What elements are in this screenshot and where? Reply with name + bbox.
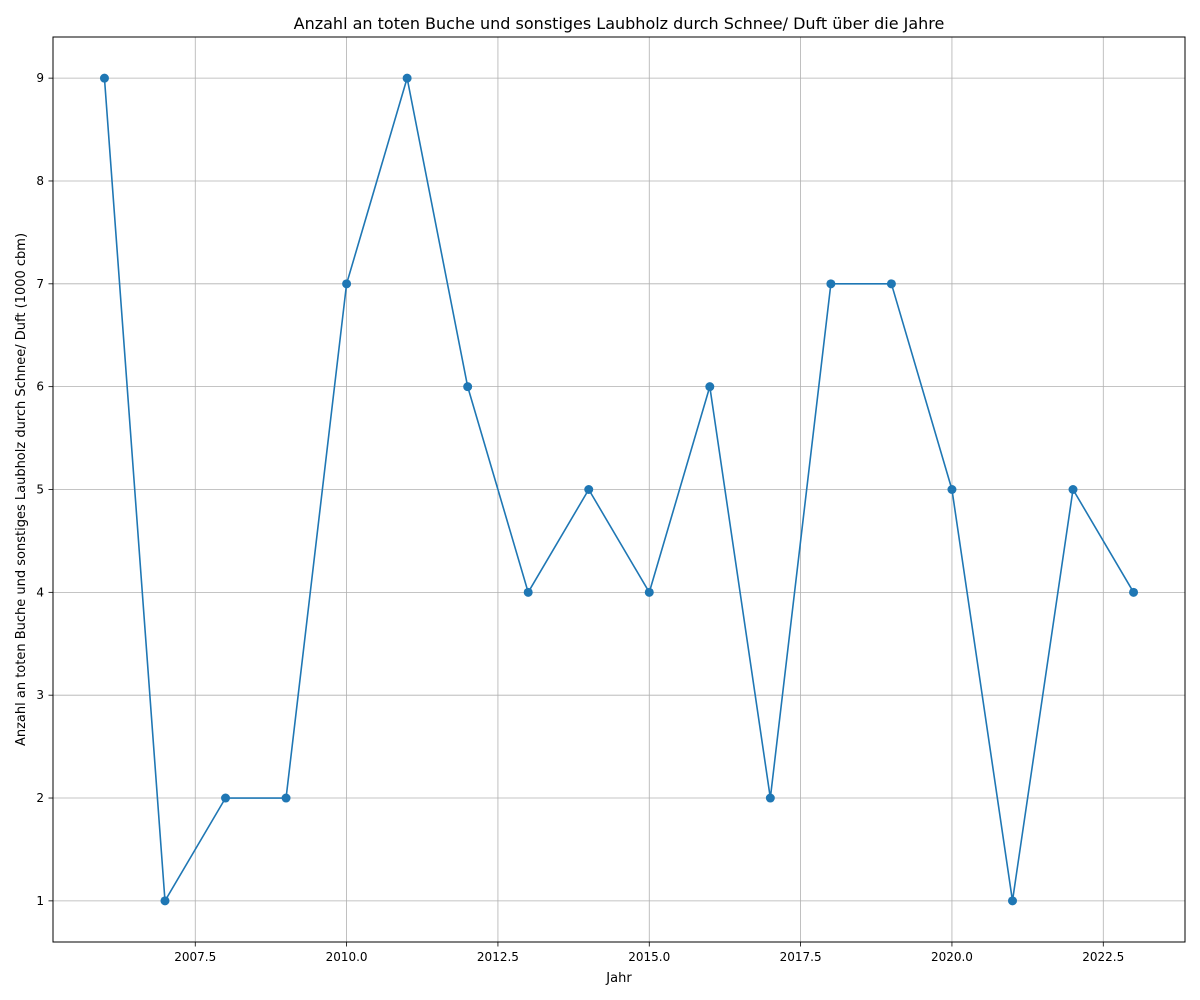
y-tick-label: 1 <box>36 894 44 908</box>
y-tick-label: 5 <box>36 483 44 497</box>
data-point <box>99 73 109 83</box>
x-tick-label: 2015.0 <box>628 950 670 964</box>
data-point <box>402 73 412 83</box>
data-point <box>1129 587 1139 597</box>
data-point <box>160 896 170 906</box>
x-tick-label: 2017.5 <box>780 950 822 964</box>
data-point <box>584 485 594 494</box>
chart-title: Anzahl an toten Buche und sonstiges Laub… <box>294 14 945 33</box>
y-tick-label: 6 <box>36 380 44 394</box>
x-tick-label: 2020.0 <box>931 950 973 964</box>
plot-frame <box>52 36 1186 943</box>
data-point <box>886 279 896 289</box>
y-tick-label: 2 <box>36 791 44 805</box>
x-tick-label: 2022.5 <box>1082 950 1124 964</box>
data-point <box>463 382 473 392</box>
grid <box>53 37 1185 942</box>
data-point <box>342 279 352 289</box>
data-point <box>1007 896 1017 906</box>
data-point <box>1068 485 1078 494</box>
data-point <box>523 587 533 597</box>
y-axis-label: Anzahl an toten Buche und sonstiges Laub… <box>14 233 29 746</box>
axis-ticks: 2007.5 2010.0 2012.5 2015.0 2017.5 2020.0 2022… <box>36 71 1124 964</box>
data-point <box>644 587 654 597</box>
y-tick-label: 7 <box>36 277 44 291</box>
y-tick-label: 3 <box>36 688 44 702</box>
data-point <box>947 485 957 494</box>
y-tick-label: 8 <box>36 174 44 188</box>
data-point <box>221 793 231 803</box>
data-point <box>281 793 291 803</box>
series-group <box>99 73 1139 906</box>
x-axis-label: Jahr <box>605 971 632 986</box>
y-tick-label: 4 <box>36 585 44 599</box>
series-line <box>103 77 1135 902</box>
data-point <box>765 793 775 803</box>
x-tick-label: 2012.5 <box>477 950 519 964</box>
data-point <box>826 279 836 289</box>
x-tick-label: 2010.0 <box>326 950 368 964</box>
x-tick-label: 2007.5 <box>174 950 216 964</box>
data-point <box>705 382 715 392</box>
y-tick-label: 9 <box>36 71 44 85</box>
